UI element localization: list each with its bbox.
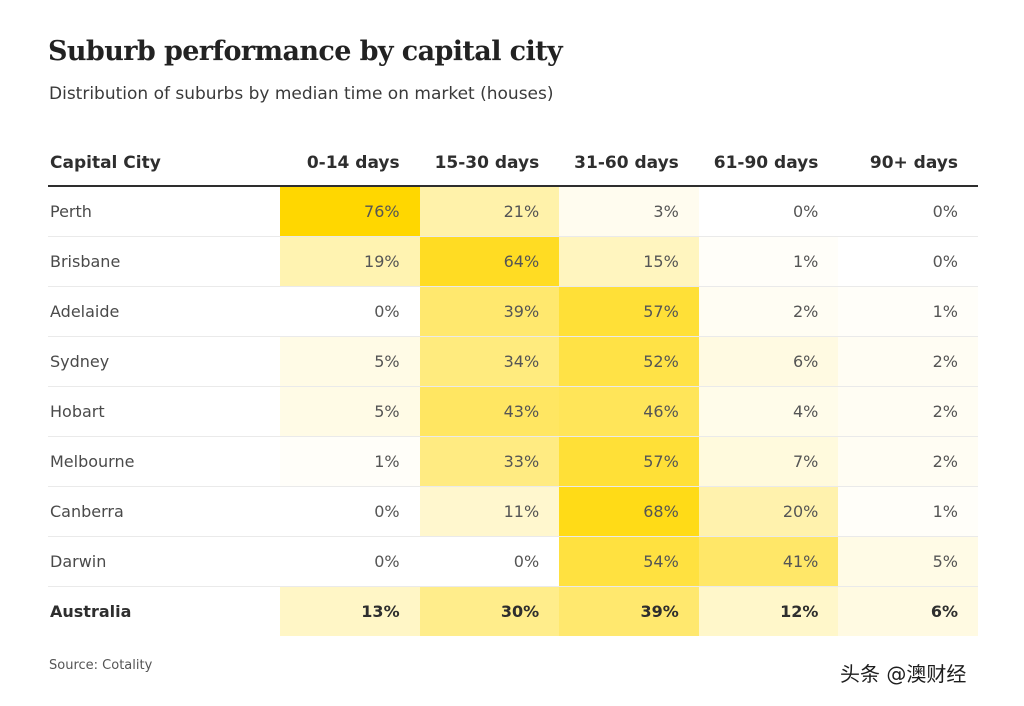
heat-cell: 54% — [559, 536, 699, 587]
city-label: Melbourne — [48, 436, 280, 487]
city-label: Australia — [48, 586, 280, 636]
heat-cell: 46% — [559, 386, 699, 437]
heat-cell: 43% — [419, 386, 560, 437]
heat-cell: 2% — [698, 286, 839, 337]
heat-cell: 64% — [419, 236, 560, 287]
table-row: Sydney 5% 34% 52% 6% 2% — [48, 336, 978, 387]
heat-cell: 20% — [698, 486, 839, 537]
heat-cell: 52% — [559, 336, 699, 387]
chart-subtitle: Distribution of suburbs by median time o… — [49, 84, 554, 104]
heat-cell: 33% — [419, 436, 560, 487]
table-row: Darwin 0% 0% 54% 41% 5% — [48, 536, 978, 587]
heat-cell: 15% — [559, 236, 699, 287]
heat-cell: 1% — [838, 486, 978, 537]
heat-cell: 4% — [698, 386, 839, 437]
heat-cell: 0% — [838, 236, 978, 287]
chart-title: Suburb performance by capital city — [48, 36, 563, 67]
heat-cell: 5% — [280, 336, 420, 387]
heat-cell: 1% — [838, 286, 978, 337]
heat-cell: 0% — [280, 286, 420, 337]
heat-cell: 0% — [280, 486, 420, 537]
heat-cell: 39% — [559, 586, 699, 636]
heat-cell: 0% — [698, 186, 839, 237]
table-row: Adelaide 0% 39% 57% 2% 1% — [48, 286, 978, 337]
table-row: Brisbane 19% 64% 15% 1% 0% — [48, 236, 978, 287]
table-row: Canberra 0% 11% 68% 20% 1% — [48, 486, 978, 537]
table-row: Perth 76% 21% 3% 0% 0% — [48, 186, 978, 237]
heat-cell: 13% — [280, 586, 420, 636]
heat-cell: 2% — [838, 386, 978, 437]
column-header: 61-90 days — [698, 140, 839, 187]
heat-cell: 19% — [280, 236, 420, 287]
heat-cell: 34% — [419, 336, 560, 387]
heat-cell: 0% — [419, 536, 560, 587]
city-label: Sydney — [48, 336, 280, 387]
heat-cell: 2% — [838, 336, 978, 387]
column-header: 90+ days — [838, 140, 978, 187]
column-header: 0-14 days — [280, 140, 420, 187]
heat-cell: 11% — [419, 486, 560, 537]
heat-cell: 68% — [559, 486, 699, 537]
heat-cell: 0% — [838, 186, 978, 237]
heat-cell: 30% — [419, 586, 560, 636]
heat-cell: 0% — [280, 536, 420, 587]
header-row: Capital City 0-14 days 15-30 days 31-60 da… — [48, 140, 978, 187]
heat-cell: 1% — [280, 436, 420, 487]
heat-cell: 5% — [280, 386, 420, 437]
source-note: Source: Cotality — [49, 658, 153, 673]
city-label: Perth — [48, 186, 280, 237]
city-label: Canberra — [48, 486, 280, 537]
city-label: Darwin — [48, 536, 280, 587]
heat-cell: 3% — [559, 186, 699, 237]
heat-cell: 57% — [559, 286, 699, 337]
heat-cell: 57% — [559, 436, 699, 487]
heat-cell: 5% — [838, 536, 978, 587]
city-label: Brisbane — [48, 236, 280, 287]
heat-cell: 76% — [280, 186, 420, 237]
table-body: Perth 76% 21% 3% 0% 0% Brisbane 19% 64% 15% 1% 0% Ad… — [48, 186, 978, 636]
city-label: Adelaide — [48, 286, 280, 337]
heat-cell: 6% — [698, 336, 839, 387]
heat-cell: 1% — [698, 236, 839, 287]
heatmap-table: Capital City 0-14 days 15-30 days 31-60 da… — [48, 140, 978, 636]
table-row: Hobart 5% 43% 46% 4% 2% — [48, 386, 978, 437]
heat-cell: 21% — [419, 186, 560, 237]
table-row: Melbourne 1% 33% 57% 7% 2% — [48, 436, 978, 487]
heat-cell: 6% — [838, 586, 978, 636]
watermark-text: 头条 @澳财经 — [840, 662, 967, 686]
total-row: Australia 13% 30% 39% 12% 6% — [48, 586, 978, 636]
heat-cell: 2% — [838, 436, 978, 487]
column-header: 15-30 days — [419, 140, 560, 187]
city-label: Hobart — [48, 386, 280, 437]
heat-cell: 39% — [419, 286, 560, 337]
row-header-label: Capital City — [48, 140, 280, 187]
heat-cell: 7% — [698, 436, 839, 487]
column-header: 31-60 days — [559, 140, 699, 187]
heat-cell: 41% — [698, 536, 839, 587]
heat-cell: 12% — [698, 586, 839, 636]
